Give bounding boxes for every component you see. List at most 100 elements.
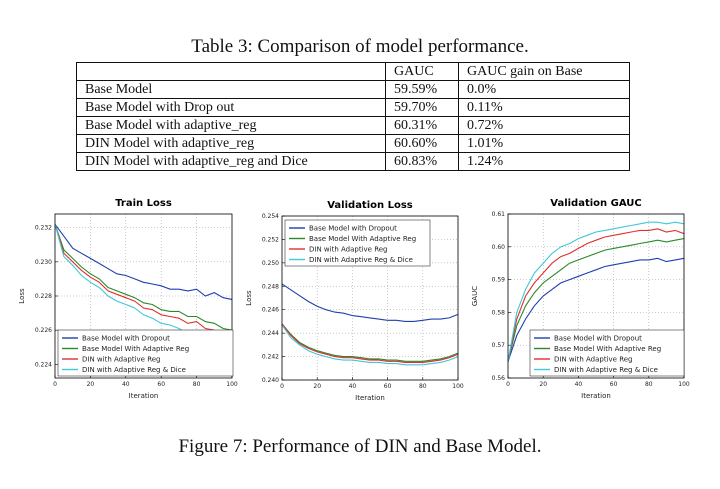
chart-3: Validation GAUC 0 20 40 60 80 100 0.56 0.57 0.58 0… [471,198,690,400]
y-tick-label: 0.60 [492,244,506,251]
header-cell-gain: GAUC gain on Base [458,62,630,81]
x-tick-label: 60 [157,381,165,388]
cell-model: DIN Model with adaptive_reg and Dice [76,152,386,171]
cell-model: Base Model with adaptive_reg [76,116,386,135]
x-tick-label: 40 [575,381,583,388]
series-line [281,283,459,322]
figure-7-charts: Train Loss 0 20 40 60 80 100 0.224 0.226 0.228 0.2… [18,198,690,402]
table-row: Base Model with adaptive_reg 60.31% 0.72… [76,116,630,135]
y-tick-label: 0.228 [35,293,52,300]
table-row: Base Model with Drop out 59.70% 0.11% [76,98,630,117]
chart-2: Validation Loss 0 20 40 60 80 100 0.240 0.242 0.2… [245,200,464,402]
x-tick-label: 20 [313,383,321,390]
legend: Base Model with Dropout Base Model With A… [57,329,234,377]
legend-label: DIN with Adaptive Reg & Dice [309,256,413,264]
y-tick-label: 0.252 [262,236,279,243]
series-line [54,224,233,338]
y-tick-label: 0.58 [492,309,506,316]
x-tick-label: 100 [678,381,690,388]
series-line [507,221,685,362]
cell-gain: 0.72% [458,116,630,135]
y-tick-label: 0.232 [35,225,52,232]
cell-gauc: 60.83% [385,152,459,171]
cell-gauc: 59.70% [385,98,459,117]
y-tick-label: 0.59 [492,277,506,284]
y-tick-label: 0.248 [262,283,279,290]
x-tick-label: 60 [384,383,392,390]
cell-gain: 1.24% [458,152,630,171]
y-tick-label: 0.240 [262,377,279,384]
legend-label: DIN with Adaptive Reg [554,356,633,364]
chart-title: Train Loss [115,198,172,209]
series-line [507,238,685,362]
x-tick-label: 0 [280,383,284,390]
x-tick-label: 20 [539,381,547,388]
cell-gauc: 60.60% [385,134,459,153]
figure-caption: Figure 7: Performance of DIN and Base Mo… [178,436,542,457]
series-line [507,228,685,362]
series-line [281,323,459,363]
table-row: DIN Model with adaptive_reg and Dice 60.… [76,152,630,171]
x-tick-label: 80 [645,381,653,388]
legend-label: Base Model with Dropout [309,225,397,233]
chart-title: Validation GAUC [550,198,641,209]
x-tick-label: 40 [349,383,357,390]
legend-label: Base Model with Dropout [554,335,642,343]
x-tick-label: 20 [87,381,95,388]
header-cell-model [76,62,386,81]
header-cell-gauc: GAUC [385,62,459,81]
x-tick-label: 80 [193,381,201,388]
legend: Base Model with Dropout Base Model With A… [529,329,685,377]
cell-model: Base Model [76,80,386,99]
y-tick-label: 0.250 [262,260,279,267]
cell-gain: 1.01% [458,134,630,153]
series-line [281,324,459,366]
cell-model: DIN Model with adaptive_reg [76,134,386,153]
series-line [54,223,233,300]
series-line [54,224,233,331]
x-tick-label: 100 [226,381,238,388]
y-axis-label: Loss [18,288,26,304]
y-tick-label: 0.226 [35,327,52,334]
cell-model: Base Model with Drop out [76,98,386,117]
x-tick-label: 0 [53,381,57,388]
legend-box [529,329,685,377]
y-tick-label: 0.230 [35,259,52,266]
legend-box [57,329,234,377]
x-axis-label: Iteration [581,392,611,400]
series-line [281,323,459,362]
legend-label: DIN with Adaptive Reg [82,356,161,364]
table-header-row: GAUC GAUC gain on Base [76,62,630,81]
x-axis-label: Iteration [355,394,385,402]
y-tick-label: 0.224 [35,361,52,368]
table-caption: Table 3: Comparison of model performance… [191,36,529,57]
chart-1: Train Loss 0 20 40 60 80 100 0.224 0.226 0.228 0.2… [18,198,238,400]
y-tick-label: 0.61 [492,211,506,218]
x-tick-label: 0 [506,381,510,388]
cell-gauc: 60.31% [385,116,459,135]
chart-title: Validation Loss [327,200,413,211]
x-tick-label: 60 [610,381,618,388]
plot-frame [281,215,459,381]
legend-label: DIN with Adaptive Reg & Dice [554,366,658,374]
legend: Base Model with Dropout Base Model With A… [284,219,431,267]
y-tick-label: 0.254 [262,213,279,220]
legend-box [284,219,431,267]
y-tick-label: 0.242 [262,354,279,361]
x-axis-label: Iteration [129,392,159,400]
cell-gain: 0.11% [458,98,630,117]
plot-frame [54,213,233,379]
y-tick-label: 0.246 [262,307,279,314]
x-tick-label: 40 [122,381,130,388]
x-tick-label: 100 [452,383,464,390]
y-tick-label: 0.244 [262,330,279,337]
y-axis-label: GAUC [471,286,479,306]
x-tick-label: 80 [419,383,427,390]
y-axis-label: Loss [245,290,253,306]
cell-gain: 0.0% [458,80,630,99]
performance-table: GAUC GAUC gain on Base Base Model 59.59%… [76,62,630,171]
legend-label: Base Model with Dropout [82,335,170,343]
legend-label: Base Model With Adaptive Reg [309,235,416,243]
cell-gauc: 59.59% [385,80,459,99]
y-tick-label: 0.56 [492,375,506,382]
